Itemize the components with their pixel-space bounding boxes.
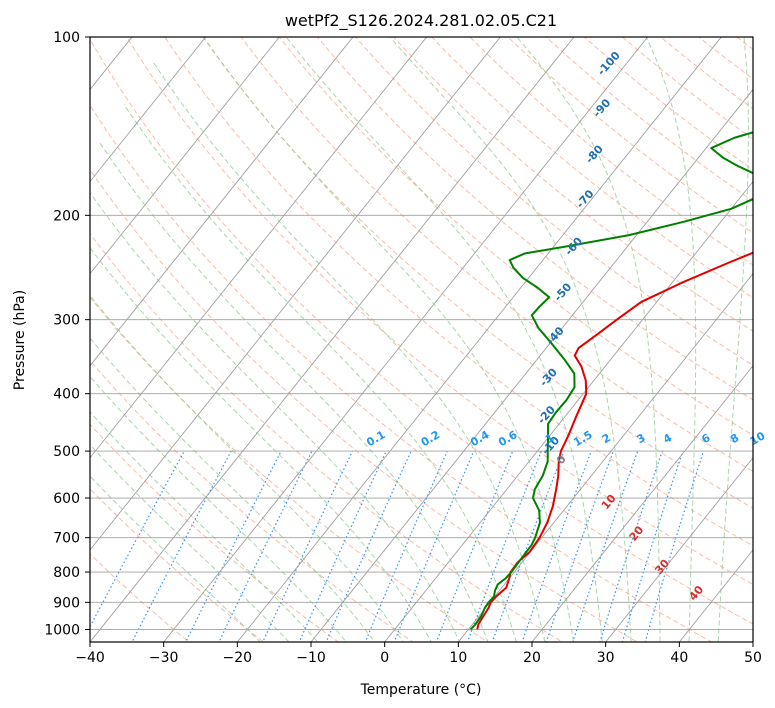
y-tick-label: 700 [53, 531, 80, 547]
dry-adiabat-line [316, 37, 753, 401]
plot-frame [89, 36, 754, 643]
mixing-ratio-line [218, 450, 313, 642]
mixing-ratio-line [393, 450, 475, 642]
dry-adiabat-line [90, 104, 713, 642]
x-tick-label: −10 [296, 650, 326, 666]
y-tick-label: 800 [53, 565, 80, 581]
mixing-ratio-line [364, 450, 448, 642]
isotherm-line [163, 37, 649, 642]
moist-adiabat-line [389, 37, 632, 642]
x-tick-label: −30 [149, 650, 179, 666]
dry-adiabat-line [354, 37, 753, 366]
isotherm-line [90, 37, 354, 367]
moist-adiabat-line [203, 37, 575, 642]
mixing-ratio-line [621, 450, 684, 642]
moist-adiabat-line [98, 141, 489, 642]
dry-adiabat-line [240, 37, 753, 472]
y-tick-label: 600 [53, 491, 80, 507]
mixing-ratio-line [572, 450, 639, 642]
isotherm-line [457, 272, 753, 642]
moist-adiabat-line [123, 104, 517, 642]
y-tick-label: 100 [53, 30, 80, 46]
isotherm-line [90, 37, 428, 459]
dry-adiabat-line [164, 37, 753, 547]
isotherm-line [236, 37, 722, 642]
isotherm-line [310, 88, 753, 642]
mixing-ratio-line [325, 450, 412, 642]
y-tick-label: 400 [53, 387, 80, 403]
mixing-ratio-line [185, 450, 282, 642]
mixing-ratio-line [131, 450, 232, 642]
moist-adiabat-line [90, 191, 461, 642]
x-tick-label: 40 [670, 650, 688, 666]
x-tick-label: −40 [75, 650, 105, 666]
isotherm-line [531, 365, 753, 642]
x-tick-label: 20 [523, 650, 541, 666]
x-axis-label: Temperature (°C) [360, 682, 482, 698]
y-tick-label: 300 [53, 313, 80, 329]
moist-adiabat-line [90, 246, 432, 642]
moist-adiabat-line [90, 444, 290, 642]
isotherm-line [605, 457, 753, 642]
dry-adiabat-line [507, 37, 753, 234]
moist-adiabat-line [516, 37, 661, 642]
moist-adiabat-line [90, 294, 404, 642]
dewpoint-profile-line [469, 131, 753, 631]
mixing-ratio-line [599, 450, 663, 642]
moist-adiabat-line [90, 337, 376, 642]
dry-adiabat-line [469, 37, 753, 266]
sounding-series [469, 131, 753, 631]
dry-adiabat-line [90, 232, 564, 642]
mixing-ratio-line [644, 450, 705, 642]
y-tick-label: 900 [53, 595, 80, 611]
isotherms [90, 37, 753, 642]
y-tick-label: 200 [53, 208, 80, 224]
mixing-ratio-line [545, 450, 614, 642]
dry-adiabat-line [90, 38, 753, 625]
dry-adiabat-line [90, 359, 414, 642]
isotherm-line [90, 37, 501, 551]
moist-adiabat-line [90, 475, 261, 642]
x-tick-label: 10 [449, 650, 467, 666]
y-axis-label: Pressure (hPa) [12, 290, 28, 390]
mixing-ratio-line [90, 450, 185, 628]
y-tick-label: 500 [53, 444, 80, 460]
mixing-ratio-lines [90, 450, 705, 642]
moist-adiabat-line [717, 37, 749, 642]
x-tick-label: 0 [380, 650, 389, 666]
mixing-ratio-line [262, 450, 354, 642]
moist-adiabat-line [645, 37, 697, 642]
dry-adiabat-line [545, 37, 753, 202]
dry-adiabat-line [126, 37, 753, 586]
isotherm-line [90, 37, 280, 275]
x-tick-label: −20 [223, 650, 253, 666]
plot-area [90, 37, 753, 642]
dry-adiabat-line [90, 296, 489, 642]
temperature-profile-line [476, 251, 753, 630]
moist-adiabat-line [285, 37, 603, 642]
mixing-ratio-line [435, 450, 514, 642]
x-axis: −40 −30 −20 −10 0 10 20 30 40 50 [75, 642, 762, 666]
chart-title: wetPf2_S126.2024.281.02.05.C21 [285, 11, 557, 31]
isobars [90, 37, 753, 630]
dry-adiabat-line [583, 37, 753, 171]
isotherm-line [90, 37, 207, 183]
x-tick-label: 30 [597, 650, 615, 666]
y-tick-label: 1000 [44, 622, 80, 638]
dry-adiabat-line [90, 423, 340, 642]
x-tick-label: 50 [744, 650, 762, 666]
isotherm-line [384, 180, 753, 642]
moist-adiabat-line [152, 61, 546, 642]
isotherm-line [678, 549, 753, 642]
dry-adiabat-line [621, 37, 753, 140]
isotherm-line [90, 37, 575, 642]
y-axis: 100 200 300 400 500 600 700 800 900 1000 [44, 30, 90, 638]
